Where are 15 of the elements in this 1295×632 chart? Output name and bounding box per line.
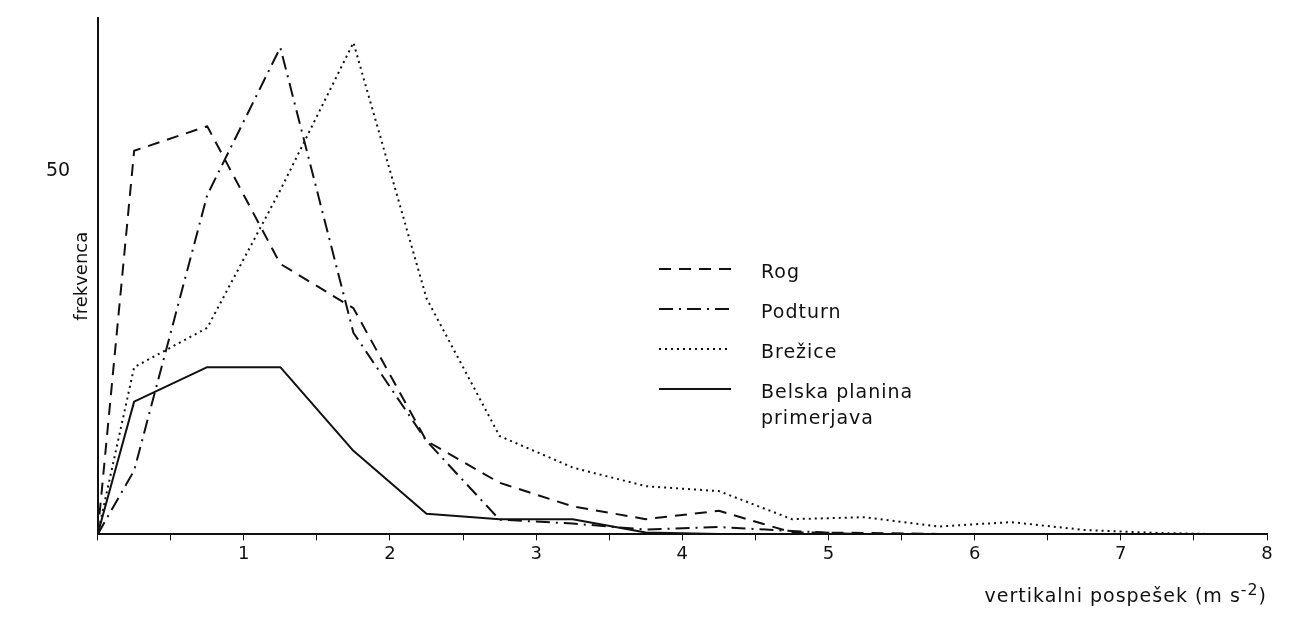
x-axis-title: vertikalni pospešek (m s$^{-2}$) — [984, 580, 1267, 607]
x-tick-label: 2 — [384, 541, 396, 563]
legend-label: Brežice — [761, 339, 839, 364]
x-tick-label: 8 — [1261, 541, 1273, 563]
legend-label: Rog — [761, 259, 802, 284]
x-tick-label: 1 — [238, 541, 250, 563]
y-axis-title: frekvenca — [70, 231, 92, 321]
x-tick-label: 7 — [1115, 541, 1127, 563]
legend-label: Podturn — [761, 299, 843, 324]
x-tick-label: 5 — [822, 541, 835, 563]
x-tick-label: 3 — [530, 541, 542, 563]
x-tick-label: 6 — [968, 541, 981, 563]
x-tick-label: 4 — [676, 541, 689, 563]
text: 50 — [46, 158, 71, 180]
legend-label: Belska planina primerjava — [761, 379, 915, 430]
